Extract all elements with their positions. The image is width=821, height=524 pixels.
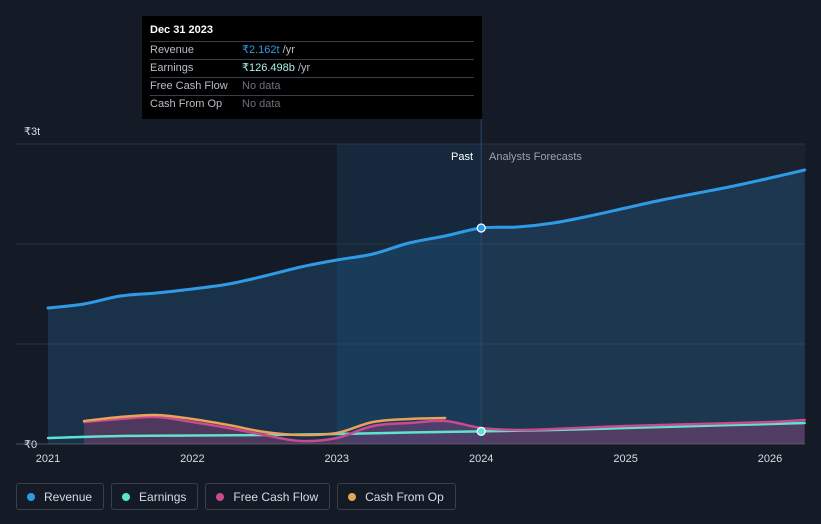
- legend-label: Cash From Op: [365, 489, 444, 504]
- cash-from-op-line: [82, 413, 447, 437]
- free-cash-flow-dot-icon: [216, 492, 225, 501]
- tooltip-value: No data: [242, 80, 281, 92]
- tooltip-label: Cash From Op: [150, 98, 223, 110]
- x-tick-label: 2023: [325, 453, 349, 465]
- tooltip-row-cfo: Cash From Op No data: [150, 96, 474, 113]
- tooltip-date: Dec 31 2023: [150, 24, 474, 42]
- series-areas: [48, 170, 805, 444]
- revenue-dot-icon: [27, 492, 35, 501]
- tooltip-row-earnings: Earnings ₹126.498b /yr: [150, 60, 474, 78]
- y-tick-label: ₹3t: [24, 126, 40, 138]
- revenue-area: [48, 170, 805, 444]
- forecast-label: Analysts Forecasts: [489, 151, 582, 163]
- x-tick-label: 2022: [180, 453, 204, 465]
- revenue-line: [46, 168, 807, 310]
- x-tick-label: 2025: [613, 453, 637, 465]
- free-cash-flow-line: [82, 415, 806, 443]
- cash-from-op-dot-icon: [348, 492, 357, 501]
- highlight-points: [476, 223, 486, 436]
- revenue-point: [476, 223, 486, 233]
- legend-item-revenue[interactable]: Revenue: [16, 483, 105, 510]
- series-lines: [46, 168, 807, 443]
- legend-label: Revenue: [44, 489, 93, 504]
- earnings-dot-icon: [122, 492, 131, 501]
- tooltip-unit: /yr: [294, 62, 311, 74]
- tooltip-value-number: ₹126.498b: [242, 62, 295, 74]
- legend-item-earnings[interactable]: Earnings: [111, 483, 199, 510]
- past-label: Past: [451, 151, 473, 163]
- x-axis-labels: 2021 2022 2023 2024 2025 2026: [36, 453, 782, 465]
- tooltip-label: Revenue: [150, 44, 195, 56]
- legend-item-cash-from-op[interactable]: Cash From Op: [337, 483, 456, 510]
- tooltip-value: No data: [242, 98, 281, 110]
- legend-label: Free Cash Flow: [233, 489, 319, 504]
- legend: Revenue Earnings Free Cash Flow Cash Fro…: [16, 483, 456, 510]
- earnings-line: [46, 421, 806, 440]
- x-tick-label: 2026: [758, 453, 782, 465]
- tooltip-value: ₹2.162t /yr: [242, 42, 295, 59]
- y-axis-labels: ₹3t ₹0: [24, 126, 40, 451]
- earnings-point: [476, 426, 486, 436]
- tooltip-row-revenue: Revenue ₹2.162t /yr: [150, 42, 474, 60]
- tooltip-label: Free Cash Flow: [150, 80, 228, 92]
- free-cash-flow-area: [84, 416, 805, 444]
- past-highlight-band: [336, 144, 482, 444]
- tooltip-label: Earnings: [150, 62, 194, 74]
- forecast-region: [481, 144, 805, 444]
- x-tick-label: 2021: [36, 453, 60, 465]
- y-tick-label: ₹0: [24, 439, 37, 451]
- x-tick-label: 2024: [469, 453, 493, 465]
- legend-item-free-cash-flow[interactable]: Free Cash Flow: [205, 483, 331, 510]
- tooltip-row-fcf: Free Cash Flow No data: [150, 78, 474, 96]
- tooltip-value-number: ₹2.162t: [242, 44, 280, 56]
- tooltip-value: ₹126.498b /yr: [242, 60, 310, 77]
- legend-label: Earnings: [139, 489, 187, 504]
- tooltip-unit: /yr: [279, 44, 295, 56]
- tooltip: Dec 31 2023 Revenue ₹2.162t /yr Earnings…: [142, 16, 482, 119]
